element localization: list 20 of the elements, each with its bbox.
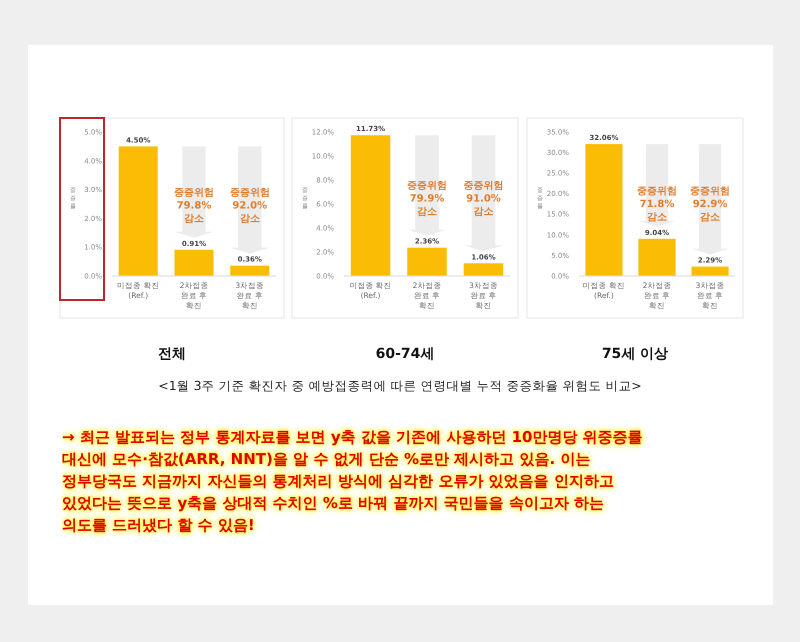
annotation: 중증위험 71.8% 감소 (637, 186, 677, 224)
text: 전체 (158, 346, 186, 362)
bar (464, 263, 504, 276)
text: 75세 이상 (602, 346, 668, 362)
annotation: 중증위험 91.0% 감소 (463, 180, 504, 218)
text: 60-74세 (376, 346, 434, 362)
bar (638, 238, 676, 276)
bar (407, 248, 447, 276)
bar (691, 266, 729, 276)
bar (118, 146, 158, 276)
text: → 최근 발표되는 정부 통계자료를 보면 y축 값을 기존에 사용하던 10만명당 위중증률 대신에 모수·참값(ARR, NNT)을 알 수 없게 단순 %로만 제시하고 있음. 이는 정부당국도 지금까지 자신들의 통계처리 방식에 심각한 오류가 있었음을 인지하고 있었다는 뜻으로 y축을 상대적 수치인 %로 바꿔 끝까지 국민들을 속이고자 하는 의도를 드러냈다 할 수 있음! (62, 428, 643, 534)
bar (174, 250, 214, 276)
bar (230, 266, 270, 276)
annotation: 중증위험 79.8% 감소 (174, 188, 214, 225)
text: <1월 3주 기준 확진자 중 예방접종력에 따른 연령대별 누적 중증화율 위험도 비교> (158, 378, 642, 393)
annotation: 중증위험 79.9% 감소 (407, 180, 447, 218)
bar (350, 135, 390, 276)
annotation: 중증위험 92.9% 감소 (690, 186, 730, 224)
bar (585, 144, 623, 276)
annotation: 중증위험 92.0% 감소 (230, 188, 270, 225)
